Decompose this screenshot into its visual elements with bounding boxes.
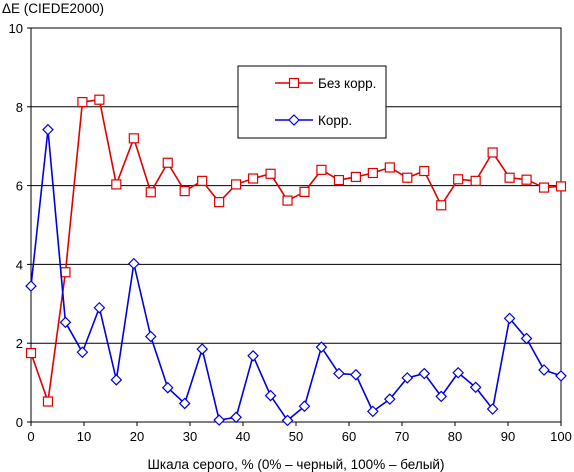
data-point	[196, 343, 209, 355]
x-tick-label: 100	[550, 429, 572, 444]
data-point	[76, 346, 89, 359]
data-point	[264, 389, 277, 402]
data-point	[298, 400, 311, 413]
data-point	[110, 373, 123, 386]
data-point	[419, 165, 430, 177]
data-point	[265, 168, 276, 179]
x-tick-label: 20	[130, 429, 144, 444]
x-tick-label: 50	[289, 429, 303, 444]
data-point	[299, 186, 310, 198]
data-point	[213, 414, 225, 426]
y-axis-title: ΔE (CIEDE2000)	[2, 1, 104, 16]
data-point	[469, 381, 482, 394]
legend-label: Корр.	[318, 113, 352, 128]
data-point	[247, 349, 259, 362]
x-tick-label: 40	[236, 429, 250, 444]
data-point	[538, 364, 550, 376]
data-point	[436, 200, 447, 211]
data-point	[367, 405, 379, 418]
data-point	[197, 175, 208, 186]
data-point	[25, 347, 37, 359]
data-point	[520, 332, 533, 345]
data-point	[333, 367, 345, 380]
data-point	[487, 147, 498, 158]
data-point	[350, 171, 361, 183]
data-point	[555, 181, 567, 192]
data-point	[281, 414, 294, 427]
y-tick-label: 6	[16, 179, 23, 194]
data-point	[111, 179, 122, 190]
data-point	[418, 367, 431, 380]
series-corrected	[25, 123, 567, 427]
legend: Без корр. Корр.	[237, 65, 387, 139]
y-tick-label: 2	[16, 336, 23, 351]
x-tick-label: 70	[395, 429, 409, 444]
data-point	[230, 411, 242, 424]
data-point	[127, 257, 140, 270]
data-point	[161, 381, 174, 394]
data-point	[470, 175, 481, 186]
x-tick-labels: 0 10 20 30 40 50 60 70 80 90 100	[27, 422, 572, 444]
data-point	[94, 94, 105, 105]
data-point	[93, 301, 106, 314]
data-point	[486, 403, 499, 415]
x-tick-label: 30	[183, 429, 197, 444]
x-tick-label: 80	[448, 429, 462, 444]
series-layer	[25, 94, 567, 427]
y-tick-labels: 0 2 4 6 8 10	[9, 21, 31, 430]
data-point	[333, 174, 345, 186]
legend-box	[237, 65, 387, 139]
y-tick-label: 0	[16, 415, 23, 430]
data-point	[401, 372, 414, 384]
x-axis-title: Шкала серого, % (0% – черный, 100% – бел…	[148, 457, 445, 472]
data-point	[60, 267, 71, 278]
data-point	[538, 182, 550, 193]
data-point	[503, 312, 516, 325]
data-point	[179, 186, 190, 197]
series-uncorrected	[25, 94, 567, 407]
data-point	[214, 197, 225, 208]
data-point	[504, 172, 515, 183]
x-tick-label: 0	[27, 429, 34, 444]
data-point	[162, 157, 173, 168]
y-tick-label: 8	[16, 100, 23, 115]
data-point	[42, 123, 54, 136]
data-point	[128, 133, 139, 144]
data-point	[145, 187, 156, 198]
x-tick-label: 90	[501, 429, 515, 444]
data-point	[402, 172, 413, 183]
legend-label: Без корр.	[318, 76, 376, 91]
y-tick-label: 4	[16, 257, 23, 272]
legend-marker	[288, 114, 300, 126]
data-point	[42, 396, 54, 407]
data-point	[555, 370, 567, 382]
data-point	[521, 174, 532, 185]
data-point	[367, 167, 378, 179]
data-point	[452, 366, 465, 379]
data-point	[453, 174, 464, 185]
data-point	[384, 162, 395, 173]
data-point	[59, 316, 72, 329]
data-point	[178, 397, 191, 410]
data-point	[25, 280, 37, 292]
data-point	[383, 393, 396, 405]
data-point	[231, 179, 242, 190]
data-point	[282, 195, 293, 206]
data-point	[435, 390, 448, 403]
y-tick-label: 10	[9, 21, 23, 36]
data-point	[350, 368, 362, 381]
legend-marker	[288, 77, 300, 89]
x-tick-label: 10	[77, 429, 91, 444]
data-point	[77, 96, 88, 108]
data-point	[315, 341, 328, 353]
data-point	[247, 173, 259, 184]
data-point	[144, 330, 157, 343]
x-tick-label: 60	[342, 429, 356, 444]
data-point	[316, 164, 327, 175]
